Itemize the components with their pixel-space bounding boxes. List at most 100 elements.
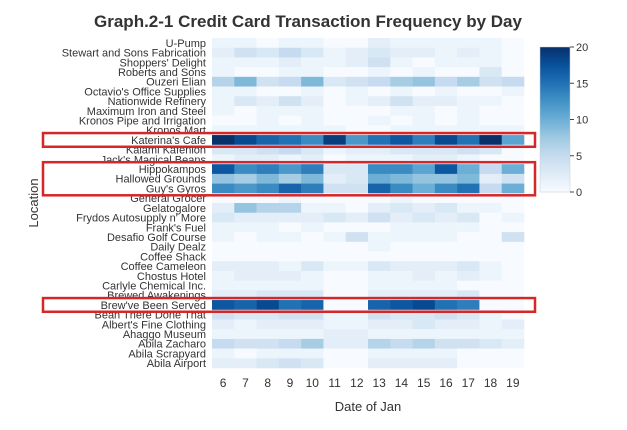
- heatmap-cell: [278, 67, 302, 78]
- heatmap-cell: [479, 270, 503, 281]
- y-tick-label: Frank's Fuel: [146, 222, 206, 234]
- heatmap-cell: [212, 193, 235, 204]
- heatmap-cell: [434, 270, 458, 281]
- heatmap-cell: [457, 67, 480, 78]
- heatmap-cell: [301, 38, 324, 49]
- heatmap-cell: [479, 300, 503, 311]
- heatmap-cell: [457, 193, 480, 204]
- heatmap-cell: [256, 358, 280, 369]
- x-tick-label: 10: [306, 376, 320, 390]
- heatmap-cell: [301, 358, 324, 369]
- heatmap-cell: [434, 232, 458, 243]
- heatmap-cell: [256, 47, 280, 58]
- y-tick-label: Chostus Hotel: [137, 271, 206, 283]
- heatmap-cell: [323, 67, 347, 78]
- heatmap-cell: [434, 241, 458, 252]
- heatmap-cell: [256, 232, 280, 243]
- heatmap-cell: [212, 144, 235, 155]
- heatmap-cell: [479, 47, 503, 58]
- heatmap-cell: [212, 86, 235, 97]
- heatmap-cell: [368, 300, 391, 311]
- heatmap-cell: [434, 173, 458, 184]
- heatmap-cell: [457, 173, 480, 184]
- y-tick-label: Coffee Shack: [140, 251, 206, 263]
- heatmap-cell: [256, 154, 280, 165]
- heatmap-cell: [434, 86, 458, 97]
- heatmap-cell: [457, 47, 480, 58]
- heatmap-cell: [278, 232, 302, 243]
- heatmap-cell: [212, 319, 235, 330]
- y-tick-label: Frydos Autosupply n' More: [76, 213, 206, 225]
- heatmap-cell: [457, 309, 480, 320]
- heatmap-cell: [323, 358, 347, 369]
- heatmap-cell: [323, 270, 347, 281]
- heatmap-cell: [390, 183, 413, 194]
- heatmap-cell: [212, 212, 235, 223]
- heatmap-cell: [301, 164, 324, 175]
- heatmap-cell: [457, 86, 480, 97]
- heatmap-cell: [278, 86, 302, 97]
- y-tick-label: Ouzeri Elian: [146, 77, 206, 89]
- heatmap-cell: [212, 125, 235, 136]
- heatmap-cell: [256, 115, 280, 126]
- heatmap-cell: [390, 232, 413, 243]
- heatmap-cell: [479, 115, 503, 126]
- heatmap-cell: [278, 135, 302, 146]
- heatmap-cell: [301, 251, 324, 262]
- x-axis-label: Date of Jan: [335, 399, 402, 414]
- heatmap-cell: [256, 280, 280, 291]
- heatmap-cell: [212, 270, 235, 281]
- heatmap-cell: [434, 76, 458, 87]
- heatmap-cell: [390, 173, 413, 184]
- y-tick-label: Octavio's Office Supplies: [84, 86, 206, 98]
- heatmap-cell: [256, 38, 280, 49]
- heatmap-cell: [256, 261, 280, 272]
- heatmap-cell: [390, 96, 413, 107]
- heatmap-cell: [345, 222, 369, 233]
- heatmap-cell: [434, 290, 458, 301]
- y-tick-label: Carlyle Chemical Inc.: [102, 281, 206, 293]
- heatmap-cell: [345, 47, 369, 58]
- heatmap-cell: [278, 222, 302, 233]
- heatmap-cell: [323, 203, 347, 214]
- heatmap-cell: [412, 348, 436, 359]
- heatmap-cell: [323, 300, 347, 311]
- heatmap-cell: [412, 96, 436, 107]
- heatmap-cell: [501, 164, 525, 175]
- heatmap-cell: [368, 319, 391, 330]
- heatmap-cell: [434, 212, 458, 223]
- heatmap-cell: [256, 251, 280, 262]
- heatmap-cell: [345, 300, 369, 311]
- heatmap-cell: [212, 105, 235, 116]
- heatmap-cell: [412, 319, 436, 330]
- colorbar-gradient: [539, 46, 571, 193]
- heatmap-cell: [345, 348, 369, 359]
- heatmap-cell: [278, 76, 302, 87]
- heatmap-cell: [212, 300, 235, 311]
- heatmap-cell: [368, 173, 391, 184]
- heatmap-cell: [390, 358, 413, 369]
- heatmap-cell: [323, 105, 347, 116]
- heatmap-cell: [345, 76, 369, 87]
- heatmap-cell: [501, 203, 525, 214]
- heatmap-cell: [434, 348, 458, 359]
- heatmap-cell: [212, 164, 235, 175]
- heatmap-cell: [412, 183, 436, 194]
- heatmap-cell: [501, 76, 525, 87]
- heatmap-cell: [256, 348, 280, 359]
- heatmap-cell: [479, 319, 503, 330]
- heatmap-cell: [301, 96, 324, 107]
- heatmap-cell: [301, 300, 324, 311]
- heatmap-cell: [457, 38, 480, 49]
- x-tick-label: 14: [395, 376, 409, 390]
- y-tick-label: Coffee Cameleon: [121, 261, 206, 273]
- heatmap-cell: [501, 135, 525, 146]
- heatmap-cell: [457, 338, 480, 349]
- heatmap-cell: [368, 329, 391, 340]
- heatmap-cell: [368, 203, 391, 214]
- heatmap-cell: [501, 125, 525, 136]
- heatmap-cell: [301, 86, 324, 97]
- heatmap-cell: [301, 105, 324, 116]
- heatmap-cell: [212, 309, 235, 320]
